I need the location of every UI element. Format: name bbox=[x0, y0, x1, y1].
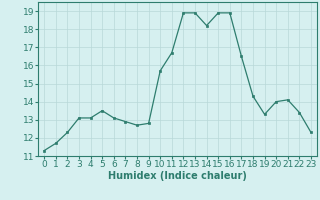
X-axis label: Humidex (Indice chaleur): Humidex (Indice chaleur) bbox=[108, 171, 247, 181]
